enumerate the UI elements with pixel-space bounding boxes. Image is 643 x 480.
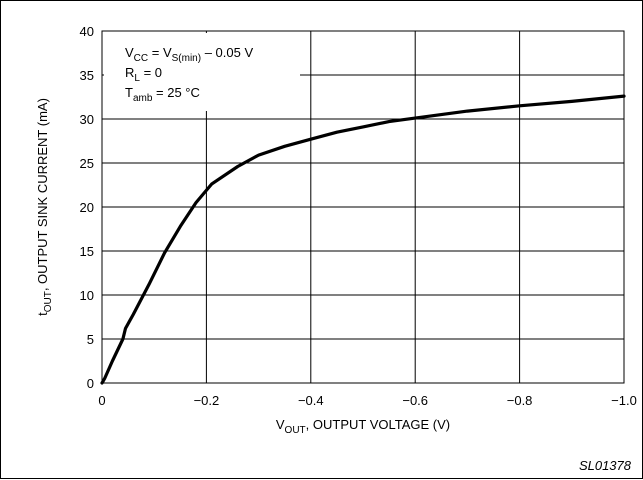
figure-code: SL01378 <box>579 458 632 473</box>
y-axis-title: tOUT, OUTPUT SINK CURRENT (mA) <box>35 98 54 316</box>
y-tick-label: 25 <box>80 156 94 171</box>
x-axis-title: VOUT, OUTPUT VOLTAGE (V) <box>276 417 450 436</box>
x-tick-label: −0.4 <box>298 393 324 408</box>
y-tick-label: 0 <box>87 376 94 391</box>
x-tick-label: −0.8 <box>507 393 533 408</box>
y-tick-label: 15 <box>80 244 94 259</box>
series-line <box>102 96 624 383</box>
x-tick-label: −1.0 <box>611 393 637 408</box>
y-tick-label: 10 <box>80 288 94 303</box>
x-tick-label: −0.6 <box>402 393 428 408</box>
x-tick-label: −0.2 <box>194 393 220 408</box>
y-tick-label: 5 <box>87 332 94 347</box>
y-tick-label: 35 <box>80 68 94 83</box>
y-tick-label: 20 <box>80 200 94 215</box>
series <box>102 96 624 383</box>
x-tick-label: 0 <box>98 393 105 408</box>
y-tick-label: 30 <box>80 112 94 127</box>
y-tick-label: 40 <box>80 24 94 39</box>
